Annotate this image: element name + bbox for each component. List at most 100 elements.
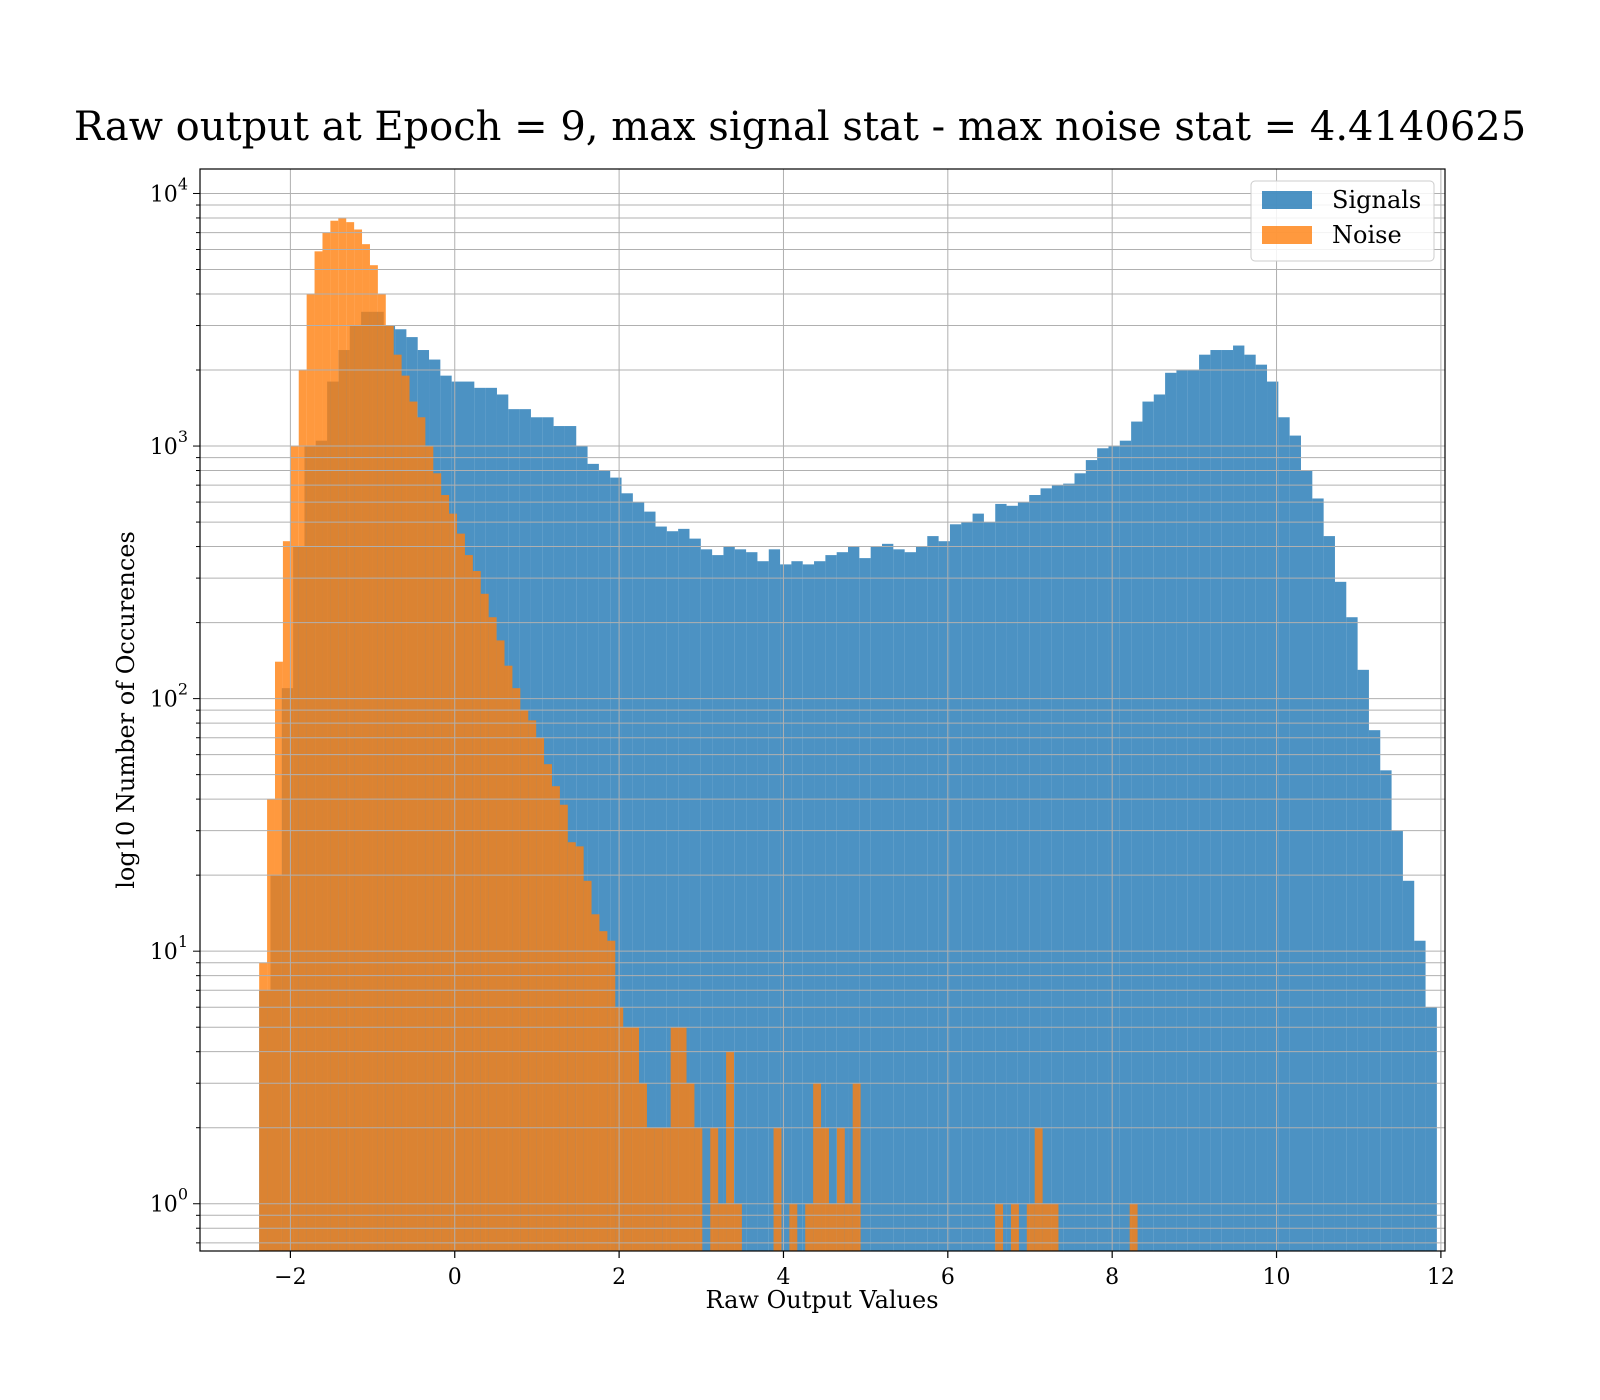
bar-noise bbox=[726, 1051, 734, 1251]
bar-signals bbox=[757, 561, 769, 1251]
bar-signals bbox=[610, 477, 622, 1252]
y-tick-base: 10 bbox=[150, 940, 178, 965]
bar-noise bbox=[646, 1127, 655, 1251]
bar-signals bbox=[1176, 370, 1188, 1251]
bar-signals bbox=[666, 531, 679, 1251]
bar-noise bbox=[369, 265, 378, 1251]
x-tick-label: −2 bbox=[274, 1265, 306, 1290]
bar-noise bbox=[504, 665, 513, 1251]
bar-noise bbox=[488, 617, 497, 1251]
y-tick-exponent: 4 bbox=[178, 174, 188, 193]
bar-signals bbox=[1334, 581, 1347, 1251]
bar-signals bbox=[746, 552, 758, 1251]
y-tick-label: 102 bbox=[150, 680, 188, 713]
y-tick-exponent: 0 bbox=[178, 1185, 188, 1204]
bar-noise bbox=[457, 533, 465, 1251]
bar-noise bbox=[449, 513, 458, 1251]
bar-noise bbox=[995, 1203, 1004, 1251]
bar-signals bbox=[1017, 502, 1030, 1252]
bar-noise bbox=[520, 710, 529, 1251]
bar-signals bbox=[598, 470, 611, 1251]
bar-noise bbox=[425, 446, 434, 1251]
bar-signals bbox=[1142, 401, 1154, 1251]
bar-noise bbox=[290, 446, 299, 1251]
bar-signals bbox=[791, 561, 803, 1251]
bar-signals bbox=[814, 561, 826, 1251]
bar-noise bbox=[718, 1203, 727, 1251]
bar-signals bbox=[893, 549, 905, 1251]
bar-noise bbox=[1034, 1127, 1043, 1251]
x-tick-label: 4 bbox=[776, 1265, 790, 1290]
bar-noise bbox=[330, 220, 339, 1252]
bar-noise bbox=[551, 786, 560, 1251]
bar-noise bbox=[536, 737, 545, 1251]
bar-signals bbox=[1289, 435, 1301, 1252]
bar-noise bbox=[733, 1203, 742, 1251]
bar-signals bbox=[621, 493, 633, 1251]
bar-signals bbox=[1199, 354, 1211, 1251]
y-tick-label: 100 bbox=[150, 1185, 188, 1218]
bar-noise bbox=[433, 473, 442, 1251]
bar-signals bbox=[1097, 448, 1109, 1251]
bar-signals bbox=[836, 552, 849, 1251]
bar-noise bbox=[639, 1083, 647, 1251]
bar-noise bbox=[821, 1127, 829, 1251]
x-tick-label: 12 bbox=[1427, 1265, 1455, 1290]
bar-signals bbox=[1131, 421, 1143, 1251]
y-tick-exponent: 2 bbox=[178, 680, 188, 699]
bar-signals bbox=[1085, 460, 1098, 1251]
bar-signals bbox=[1108, 446, 1120, 1251]
bar-signals bbox=[904, 552, 916, 1251]
bar-signals bbox=[1380, 770, 1392, 1251]
bar-noise bbox=[844, 1203, 853, 1251]
bar-signals bbox=[1391, 830, 1403, 1251]
y-tick-label: 101 bbox=[150, 932, 188, 965]
bar-noise bbox=[1010, 1203, 1019, 1251]
bar-signals bbox=[1040, 488, 1052, 1252]
bar-signals bbox=[1119, 440, 1132, 1251]
bar-signals bbox=[1357, 669, 1369, 1251]
bar-noise bbox=[282, 541, 291, 1251]
bar-signals bbox=[644, 511, 656, 1251]
bar-noise bbox=[1129, 1203, 1138, 1251]
legend-label-signals: Signals bbox=[1332, 186, 1421, 214]
bar-noise bbox=[678, 1027, 687, 1251]
bar-signals bbox=[1278, 417, 1290, 1251]
bar-signals bbox=[1006, 505, 1018, 1251]
bar-signals bbox=[1153, 394, 1166, 1251]
bar-noise bbox=[599, 931, 608, 1251]
y-tick-exponent: 1 bbox=[178, 932, 188, 951]
x-tick-label: 0 bbox=[448, 1265, 462, 1290]
bar-noise bbox=[1050, 1203, 1059, 1251]
bar-noise bbox=[496, 640, 505, 1251]
bar-noise bbox=[393, 354, 402, 1251]
bar-noise bbox=[472, 571, 481, 1251]
bar-signals bbox=[995, 503, 1007, 1251]
bar-noise bbox=[512, 688, 521, 1251]
bar-signals bbox=[972, 513, 984, 1251]
bar-signals bbox=[870, 546, 882, 1251]
bar-signals bbox=[1300, 470, 1313, 1251]
bar-signals bbox=[802, 564, 815, 1251]
bar-noise bbox=[401, 375, 410, 1251]
bar-noise bbox=[275, 661, 283, 1251]
bars-layer bbox=[259, 217, 1437, 1252]
bar-noise bbox=[567, 842, 576, 1251]
bar-noise bbox=[1026, 1203, 1035, 1251]
bar-noise bbox=[377, 293, 386, 1252]
bar-noise bbox=[306, 293, 315, 1252]
bar-signals bbox=[825, 555, 837, 1251]
bar-noise bbox=[528, 720, 537, 1251]
bar-signals bbox=[1051, 485, 1064, 1251]
bar-noise bbox=[623, 1027, 632, 1251]
bar-signals bbox=[983, 522, 996, 1251]
bar-signals bbox=[768, 549, 781, 1251]
plot-frame bbox=[199, 168, 1446, 1252]
bar-signals bbox=[1323, 536, 1335, 1251]
bar-signals bbox=[1244, 354, 1256, 1251]
bar-noise bbox=[322, 232, 331, 1252]
bar-signals bbox=[915, 546, 928, 1251]
bar-signals bbox=[1402, 880, 1415, 1251]
